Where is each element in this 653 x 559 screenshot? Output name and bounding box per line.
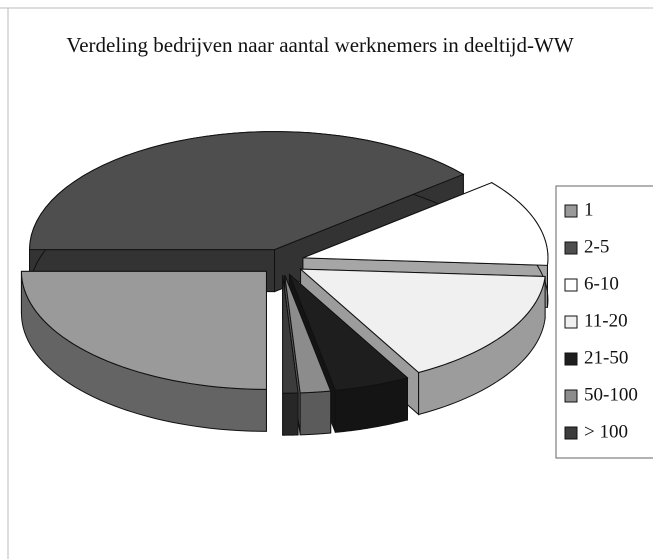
legend-swatch [564, 426, 578, 440]
legend-swatch [564, 241, 578, 255]
legend-swatch [564, 278, 578, 292]
legend-label: 11-20 [584, 310, 628, 331]
slice [302, 182, 549, 266]
legend-label: 50-100 [584, 384, 638, 405]
legend-label: 2-5 [584, 236, 609, 257]
slice [20, 270, 267, 390]
slice [288, 274, 409, 391]
slice-side [299, 390, 332, 436]
legend-swatch [564, 352, 578, 366]
slice-side [282, 392, 299, 436]
slice [284, 274, 332, 394]
slice [299, 268, 546, 374]
chart-title: Verdeling bedrijven naar aantal werkneme… [66, 33, 574, 57]
legend-swatch [564, 389, 578, 403]
legend-swatch [564, 204, 578, 218]
legend-label: > 100 [584, 421, 628, 442]
slice [29, 131, 465, 251]
legend-label: 1 [584, 199, 594, 220]
legend-label: 6-10 [584, 273, 619, 294]
slice [282, 275, 299, 394]
legend-swatch [564, 315, 578, 329]
legend-label: 21-50 [584, 347, 628, 368]
